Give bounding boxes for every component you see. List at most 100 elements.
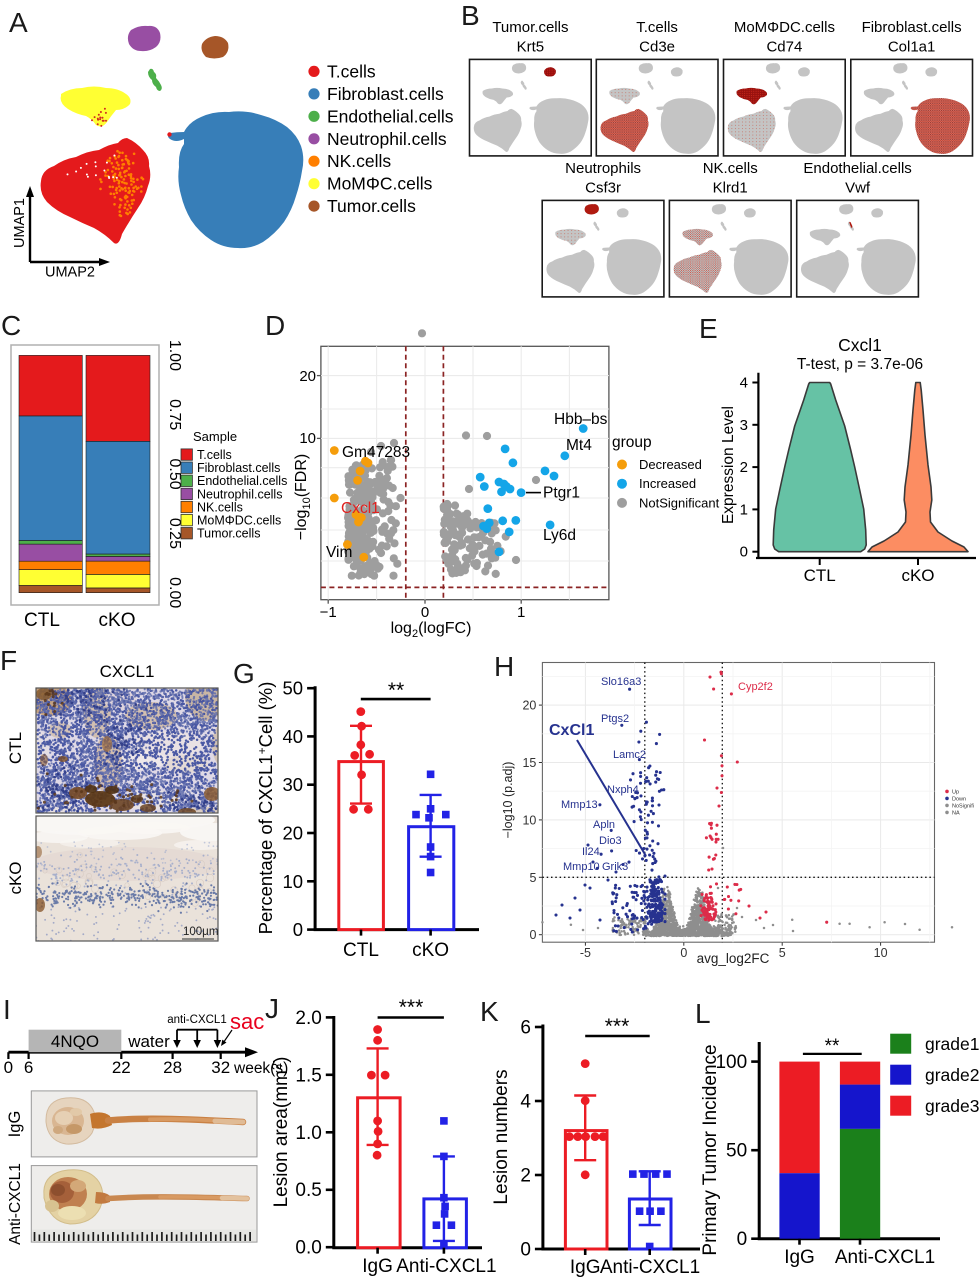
svg-text:cKO: cKO — [6, 861, 25, 894]
svg-text:32: 32 — [211, 1058, 230, 1077]
svg-text:−log10(FDR): −log10(FDR) — [293, 454, 313, 541]
svg-text:F: F — [0, 645, 17, 676]
svg-text:Tumor.cells: Tumor.cells — [327, 196, 416, 216]
svg-text:6: 6 — [520, 1018, 531, 1039]
svg-text:D: D — [265, 310, 285, 341]
svg-text:MoMΦDC.cells: MoMΦDC.cells — [197, 514, 281, 528]
svg-text:Dio3: Dio3 — [599, 835, 622, 847]
svg-text:Grik3: Grik3 — [602, 861, 628, 873]
svg-text:NK.cells: NK.cells — [197, 500, 243, 514]
svg-text:MoMΦC.cells: MoMΦC.cells — [327, 174, 433, 194]
svg-text:Apln: Apln — [593, 819, 615, 831]
svg-text:50: 50 — [283, 678, 304, 699]
svg-text:0.75: 0.75 — [166, 399, 183, 430]
svg-text:Fibroblast.cells: Fibroblast.cells — [327, 84, 444, 104]
svg-text:CTL: CTL — [804, 566, 836, 585]
svg-text:T.cells: T.cells — [327, 61, 376, 81]
svg-text:Ly6d: Ly6d — [543, 527, 576, 544]
svg-text:Lesion area(mm2): Lesion area(mm2) — [269, 1057, 292, 1208]
svg-text:cKO: cKO — [412, 940, 449, 961]
svg-text:Neutrophils: Neutrophils — [565, 160, 641, 177]
svg-text:20: 20 — [299, 368, 316, 385]
svg-text:sac: sac — [230, 1009, 264, 1034]
svg-text:Percentage of CXCL1+Cell (%): Percentage of CXCL1+Cell (%) — [255, 682, 276, 935]
svg-text:Neutrophil.cells: Neutrophil.cells — [327, 129, 447, 149]
svg-text:Neutrophil.cells: Neutrophil.cells — [197, 487, 282, 501]
svg-text:100μm: 100μm — [183, 926, 218, 938]
svg-text:log2(logFC): log2(logFC) — [391, 620, 472, 640]
svg-text:0.5: 0.5 — [295, 1180, 321, 1201]
svg-text:Vim: Vim — [326, 544, 352, 561]
svg-text:grade1: grade1 — [925, 1034, 979, 1054]
svg-text:4: 4 — [520, 1092, 531, 1113]
svg-text:MoMΦDC.cells: MoMΦDC.cells — [734, 19, 835, 36]
svg-text:CTL: CTL — [6, 732, 25, 764]
svg-text:0: 0 — [421, 604, 429, 621]
svg-text:Sample: Sample — [193, 429, 237, 444]
svg-text:**: ** — [388, 679, 404, 702]
svg-text:Cd74: Cd74 — [766, 38, 802, 55]
svg-text:1: 1 — [740, 501, 748, 518]
svg-text:Anti-CXCL1: Anti-CXCL1 — [600, 1257, 700, 1278]
svg-text:40: 40 — [283, 726, 304, 747]
svg-text:Fibroblast.cells: Fibroblast.cells — [197, 461, 280, 475]
svg-text:3: 3 — [740, 417, 748, 434]
svg-text:1: 1 — [517, 604, 525, 621]
svg-text:6: 6 — [24, 1058, 33, 1077]
svg-text:4NQO: 4NQO — [51, 1032, 99, 1051]
svg-text:4: 4 — [740, 375, 748, 392]
svg-text:cKO: cKO — [99, 610, 136, 631]
svg-text:Cxcl1: Cxcl1 — [341, 500, 380, 517]
svg-text:1.00: 1.00 — [166, 340, 183, 371]
svg-text:IgG: IgG — [784, 1247, 815, 1268]
svg-text:grade2: grade2 — [925, 1065, 979, 1085]
svg-text:Cxcl1: Cxcl1 — [838, 335, 882, 355]
svg-text:Slo16a3: Slo16a3 — [601, 676, 641, 688]
svg-text:20: 20 — [522, 699, 536, 713]
svg-text:NK.cells: NK.cells — [327, 151, 391, 171]
svg-text:10: 10 — [283, 871, 304, 892]
svg-text:IgG: IgG — [362, 1256, 393, 1277]
svg-text:IgG: IgG — [6, 1111, 24, 1138]
svg-text:NA: NA — [952, 810, 960, 816]
svg-text:water: water — [127, 1032, 170, 1051]
svg-text:Down: Down — [952, 796, 966, 802]
svg-text:0: 0 — [740, 544, 748, 561]
svg-text:grade3: grade3 — [925, 1096, 979, 1116]
svg-text:NotSignificant: NotSignificant — [639, 495, 720, 510]
svg-text:0: 0 — [529, 928, 536, 942]
svg-text:15: 15 — [522, 756, 536, 770]
svg-text:Ptgs2: Ptgs2 — [601, 713, 629, 725]
svg-text:Col1a1: Col1a1 — [888, 38, 936, 55]
svg-text:Mt4: Mt4 — [566, 437, 592, 454]
svg-text:H: H — [494, 651, 514, 682]
svg-text:Mmp13: Mmp13 — [561, 799, 598, 811]
svg-text:0: 0 — [520, 1240, 531, 1261]
svg-text:Il24: Il24 — [582, 846, 600, 858]
svg-text:Lamc2: Lamc2 — [613, 749, 646, 761]
svg-text:Anti-CXCL1: Anti-CXCL1 — [835, 1247, 935, 1268]
svg-text:CXCL1: CXCL1 — [100, 662, 155, 681]
svg-text:Anti-CXCL1: Anti-CXCL1 — [7, 1163, 24, 1245]
svg-text:10: 10 — [522, 813, 536, 827]
svg-text:group: group — [612, 434, 652, 451]
svg-text:100: 100 — [715, 1052, 747, 1073]
svg-text:10: 10 — [874, 946, 888, 960]
svg-text:Lesion numbers: Lesion numbers — [491, 1069, 512, 1204]
svg-text:2: 2 — [740, 459, 748, 476]
svg-text:NK.cells: NK.cells — [703, 160, 758, 177]
svg-text:Up: Up — [952, 789, 959, 795]
svg-text:Expression Level: Expression Level — [720, 406, 737, 524]
svg-text:G: G — [233, 658, 255, 689]
svg-text:Nxph4: Nxph4 — [607, 784, 639, 796]
svg-text:Vwf: Vwf — [845, 179, 871, 196]
svg-text:avg_log2FC: avg_log2FC — [697, 951, 770, 966]
svg-text:CTL: CTL — [343, 940, 379, 961]
svg-text:A: A — [9, 7, 28, 38]
svg-text:Gm47283: Gm47283 — [342, 444, 410, 461]
svg-text:Endothelial.cells: Endothelial.cells — [327, 106, 454, 126]
svg-text:0: 0 — [680, 946, 687, 960]
svg-text:0.25: 0.25 — [166, 518, 183, 549]
svg-text:Endothelial.cells: Endothelial.cells — [197, 474, 287, 488]
svg-text:−1: −1 — [320, 604, 337, 621]
